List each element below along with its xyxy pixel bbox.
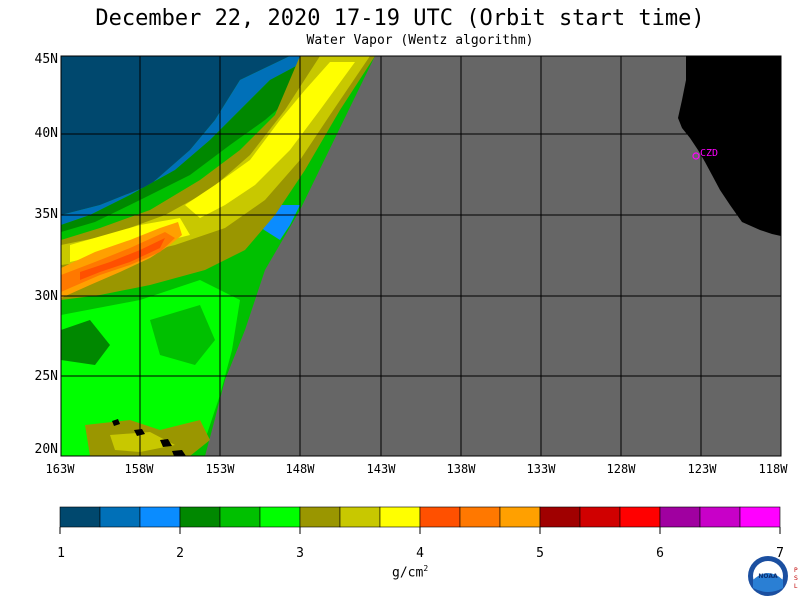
station-marker bbox=[692, 152, 700, 160]
colorbar-tick: 3 bbox=[296, 546, 304, 561]
swath-patch bbox=[150, 305, 215, 365]
colorbar-swatch bbox=[579, 506, 621, 528]
colorbar-tick: 2 bbox=[176, 546, 184, 561]
swath-dark-blue bbox=[61, 56, 290, 215]
graticule bbox=[60, 55, 782, 457]
lon-label: 138W bbox=[446, 462, 476, 476]
swath-yellow bbox=[185, 62, 355, 218]
noaa-logo-text: NOAA bbox=[758, 573, 778, 580]
lon-label: 143W bbox=[366, 462, 396, 476]
svg-text:P: P bbox=[794, 567, 798, 574]
island bbox=[172, 450, 186, 456]
colorbar-swatch bbox=[59, 506, 101, 528]
island bbox=[160, 439, 172, 447]
swath-dark-green bbox=[61, 56, 345, 232]
noaa-logo: NOAA bbox=[748, 556, 788, 596]
lat-label: 45N bbox=[34, 52, 58, 67]
lon-label: 118W bbox=[758, 462, 788, 476]
colorbar-swatch bbox=[539, 506, 581, 528]
lat-label: 35N bbox=[34, 207, 58, 222]
colorbar-tick: 7 bbox=[776, 546, 784, 561]
map-field bbox=[61, 56, 781, 456]
colorbar bbox=[59, 506, 781, 534]
lat-label: 40N bbox=[34, 126, 58, 141]
colorbar-tick: 4 bbox=[416, 546, 424, 561]
colorbar-swatch bbox=[339, 506, 381, 528]
colorbar-swatch bbox=[379, 506, 421, 528]
colorbar-tick: 1 bbox=[57, 546, 65, 561]
colorbar-tick: 6 bbox=[656, 546, 664, 561]
lon-label: 148W bbox=[285, 462, 315, 476]
svg-text:S: S bbox=[794, 575, 798, 582]
colorbar-swatch bbox=[659, 506, 701, 528]
colorbar-unit: g/cm2 bbox=[392, 564, 428, 580]
lon-label: 128W bbox=[606, 462, 636, 476]
colorbar-swatch bbox=[219, 506, 261, 528]
svg-text:L: L bbox=[794, 583, 798, 590]
lat-label: 25N bbox=[34, 369, 58, 384]
colorbar-swatch bbox=[419, 506, 461, 528]
colorbar-unit-sup: 2 bbox=[423, 564, 429, 573]
lon-label: 123W bbox=[687, 462, 717, 476]
colorbar-swatch bbox=[139, 506, 181, 528]
lon-label: 133W bbox=[526, 462, 556, 476]
lat-label: 20N bbox=[34, 442, 58, 457]
lat-label: 30N bbox=[34, 289, 58, 304]
swath-patch bbox=[61, 320, 110, 365]
colorbar-swatch bbox=[699, 506, 741, 528]
station-label: CZD bbox=[700, 148, 718, 159]
swath-patch-south bbox=[110, 432, 175, 452]
swath-red-orange bbox=[80, 238, 165, 280]
colorbar-swatch bbox=[499, 506, 541, 528]
map-subtitle: Water Vapor (Wentz algorithm) bbox=[306, 33, 534, 48]
lon-label: 153W bbox=[205, 462, 235, 476]
colorbar-unit-text: g/cm bbox=[392, 565, 424, 581]
psl-letters: P S L bbox=[794, 567, 798, 590]
lon-label: 158W bbox=[124, 462, 154, 476]
island bbox=[112, 419, 120, 426]
colorbar-swatch bbox=[299, 506, 341, 528]
map-title: December 22, 2020 17-19 UTC (Orbit start… bbox=[95, 6, 705, 31]
colorbar-swatch bbox=[619, 506, 661, 528]
colorbar-swatch bbox=[739, 506, 781, 528]
lon-label: 163W bbox=[45, 462, 75, 476]
colorbar-swatch bbox=[179, 506, 221, 528]
colorbar-swatch bbox=[99, 506, 141, 528]
north-america-land bbox=[678, 56, 781, 236]
swath-mid-blue bbox=[61, 56, 315, 225]
colorbar-tick: 5 bbox=[536, 546, 544, 561]
colorbar-swatch bbox=[259, 506, 301, 528]
colorbar-swatch bbox=[459, 506, 501, 528]
